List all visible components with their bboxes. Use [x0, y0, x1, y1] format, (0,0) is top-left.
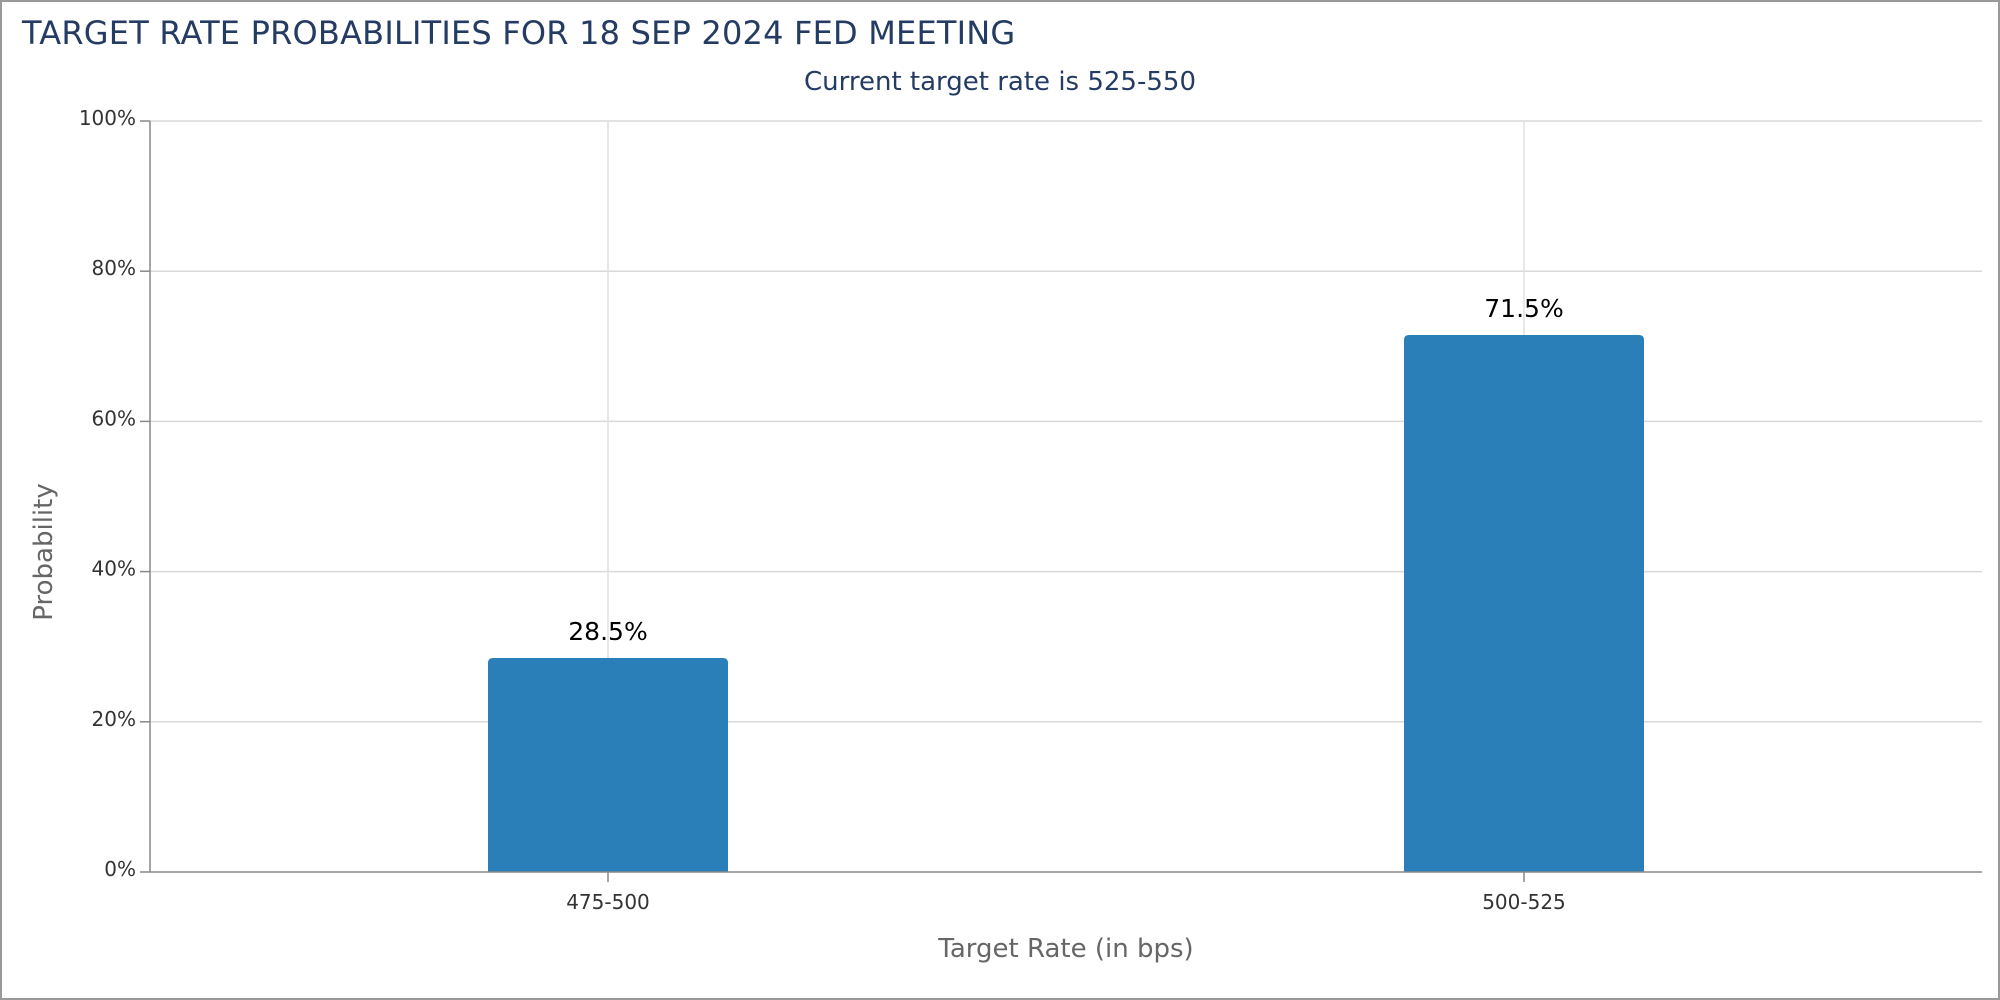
bar-value-label: 28.5%: [568, 617, 647, 646]
y-tick-label: 60%: [92, 406, 136, 430]
chart-title: TARGET RATE PROBABILITIES FOR 18 SEP 202…: [22, 14, 1016, 52]
bar-value-label: 71.5%: [1484, 294, 1563, 323]
x-axis-label: Target Rate (in bps): [937, 934, 1193, 964]
gridlines: [150, 120, 1982, 872]
y-tick-label: 20%: [92, 707, 136, 731]
y-tick-label: 100%: [79, 106, 136, 130]
y-tick-label: 0%: [104, 857, 136, 881]
chart-subtitle: Current target rate is 525-550: [804, 67, 1196, 97]
bar-475-500[interactable]: [488, 657, 728, 872]
y-tick-label: 80%: [92, 256, 136, 280]
x-tick-label: 500-525: [1482, 890, 1566, 914]
bars: 28.5% 71.5%: [488, 294, 1644, 872]
y-axis-label: Probability: [29, 483, 59, 620]
x-tick-label: 475-500: [566, 890, 650, 914]
axes: 0% 20% 40% 60% 80% 100% 475-500 500-525: [79, 106, 1982, 914]
bar-500-525[interactable]: [1404, 335, 1644, 872]
y-tick-label: 40%: [92, 557, 136, 581]
